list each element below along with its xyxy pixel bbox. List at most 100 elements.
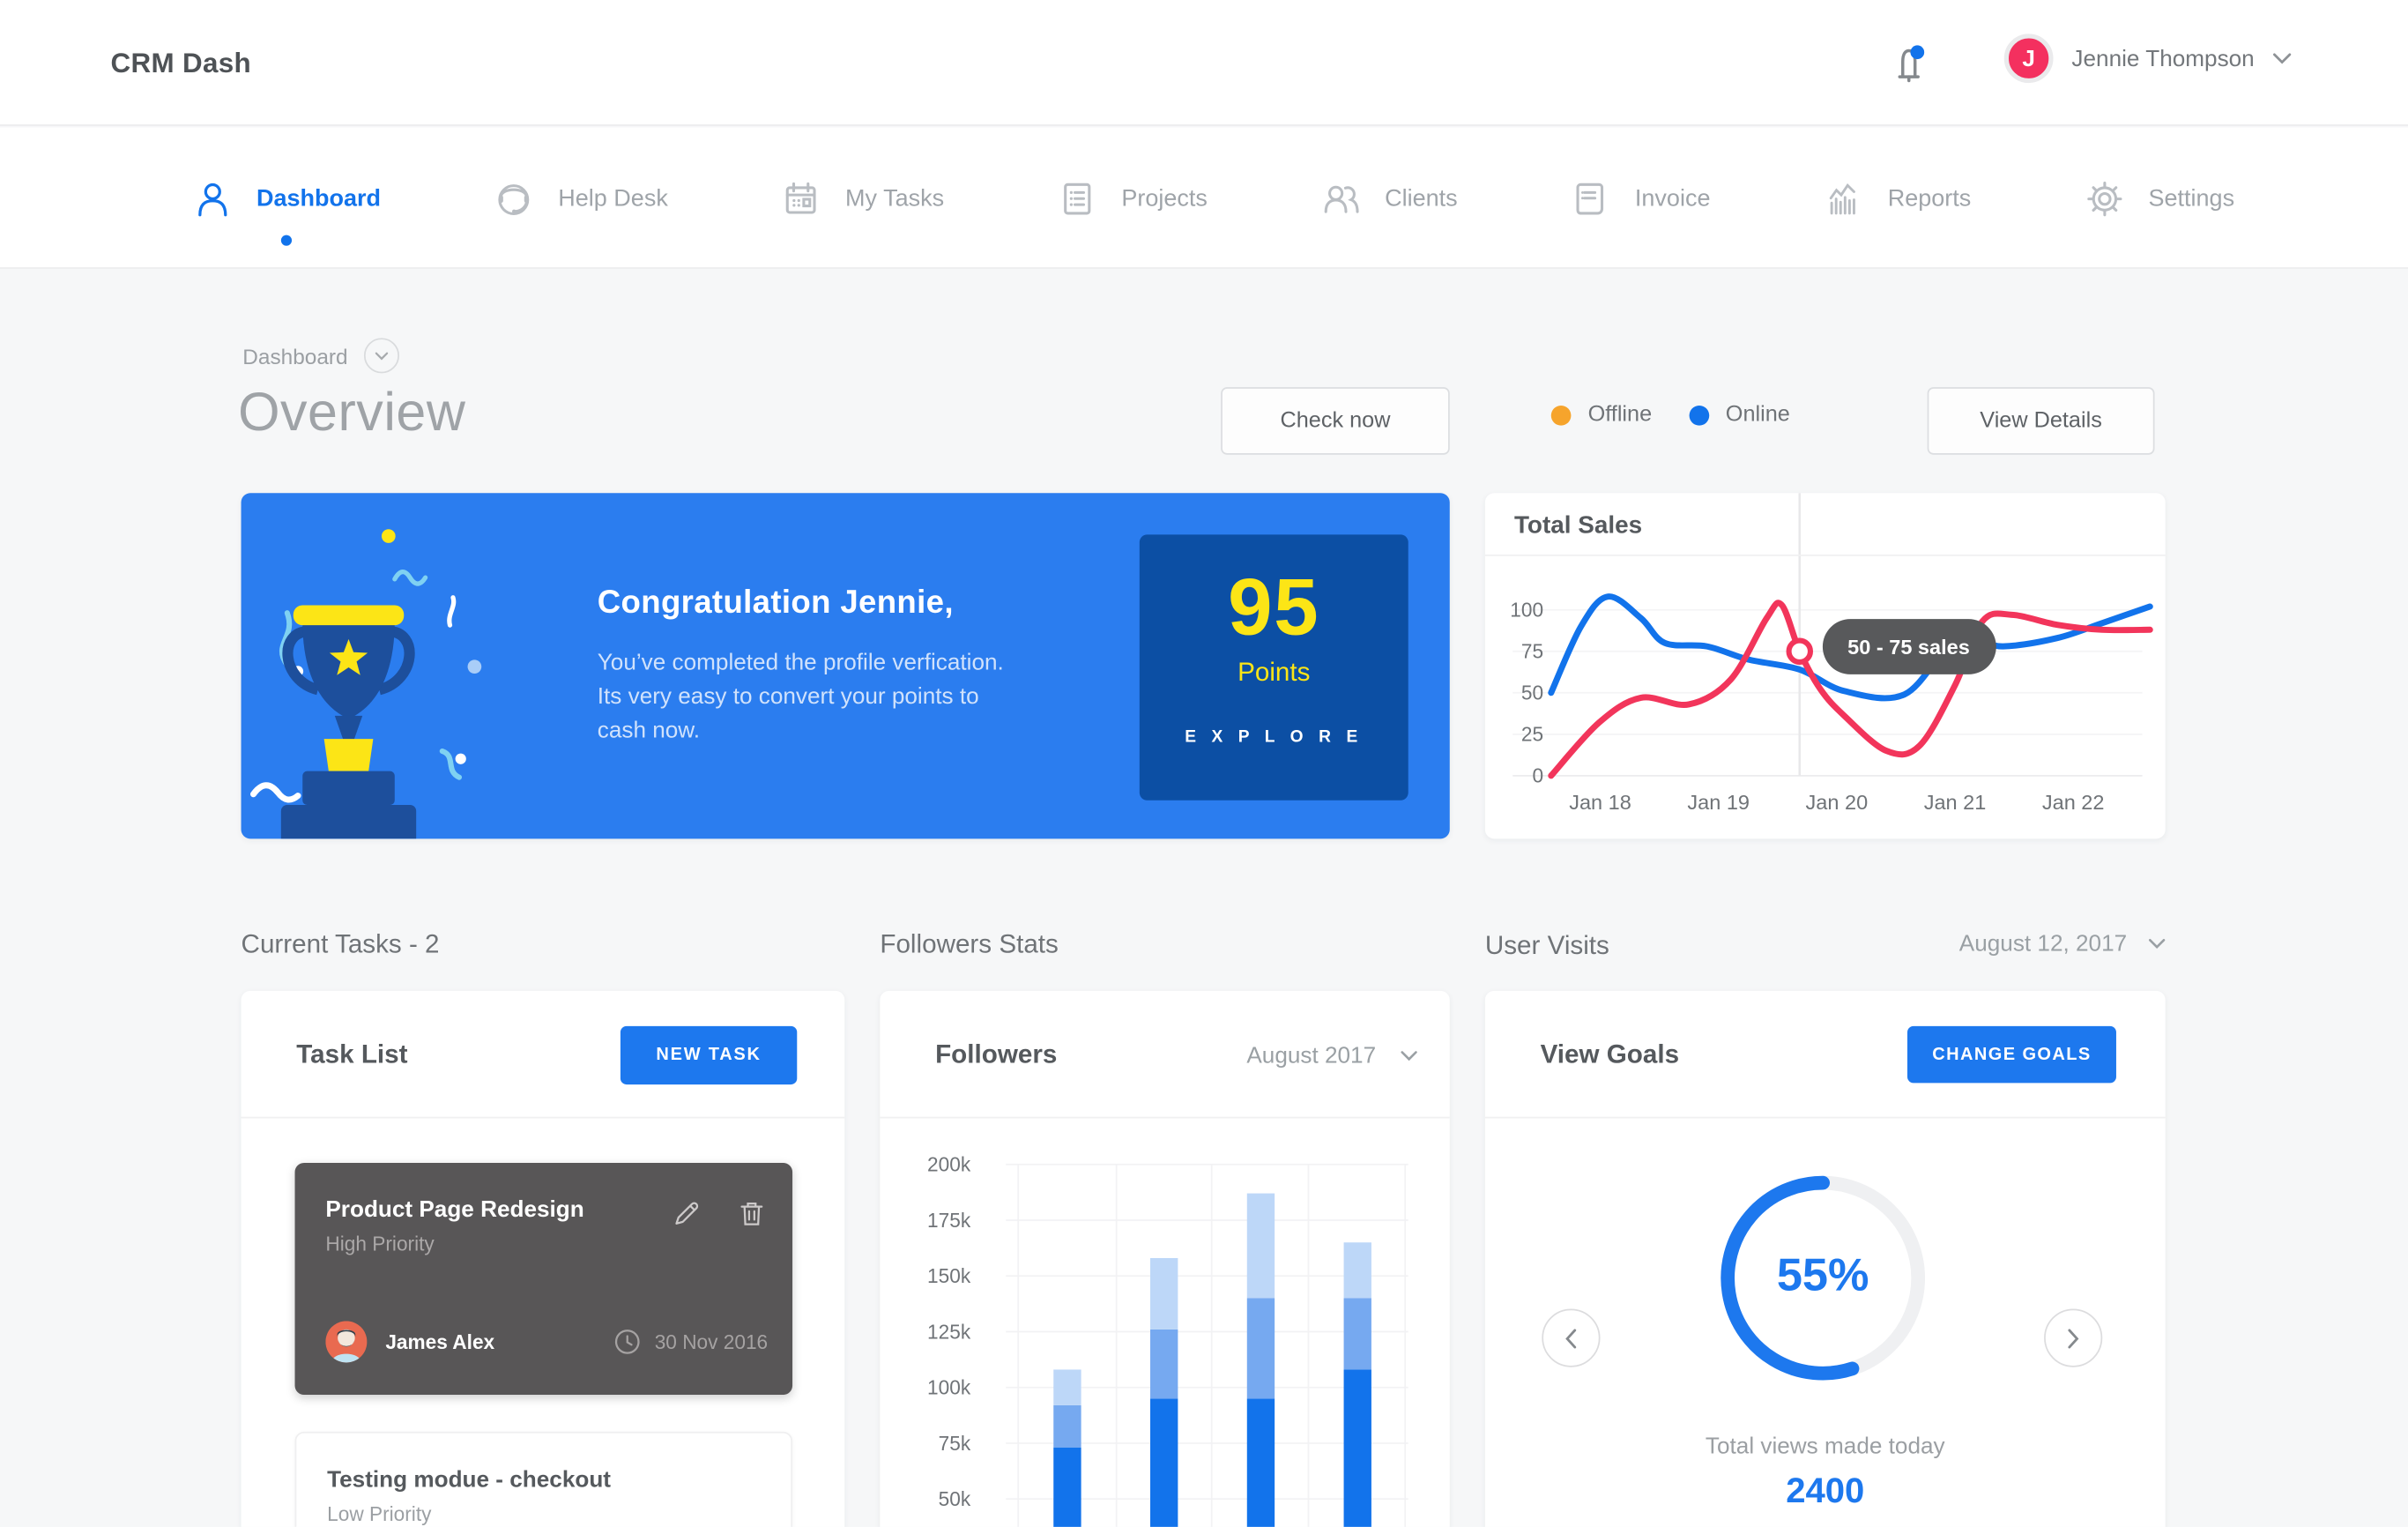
invoice-icon	[1575, 182, 1603, 215]
total-sales-line-chart: 100 75 50 25 0 Jan 18 Jan 19 Jan 20 Jan 21 Jan 22…	[1510, 493, 2153, 814]
bell-icon	[1898, 45, 1925, 83]
nav-item-clients[interactable]: Clients	[1320, 128, 1458, 268]
progress-percent: 55%	[1776, 1250, 1869, 1301]
task-priority: Low Priority	[327, 1502, 432, 1526]
gear-icon	[2087, 182, 2122, 217]
views-total: 2400	[1786, 1470, 1865, 1510]
points-value: 95	[1228, 563, 1320, 653]
user-visits-title: User Visits	[1484, 930, 1609, 960]
delete-task-button[interactable]	[739, 1200, 765, 1227]
svg-text:100: 100	[1510, 599, 1543, 622]
user-visits-date-dropdown[interactable]: August 12, 2017	[1812, 931, 2166, 957]
task-title: Testing modue - checkout	[327, 1466, 612, 1493]
notification-dot	[1910, 45, 1925, 60]
svg-text:Jan 18: Jan 18	[1569, 791, 1631, 814]
date-value: August 12, 2017	[1958, 930, 2128, 957]
notifications-button[interactable]	[1886, 41, 1932, 87]
task-list-header: Task List NEW TASK	[241, 991, 845, 1119]
nav-item-settings[interactable]: Settings	[2084, 128, 2234, 268]
nav-item-dashboard[interactable]: Dashboard	[192, 128, 381, 268]
svg-text:100k: 100k	[927, 1376, 971, 1399]
online-dot	[1688, 405, 1709, 425]
task-item-light[interactable]: Testing modue - checkout Low Priority	[294, 1431, 793, 1527]
current-tasks-title: Current Tasks - 2	[241, 929, 440, 959]
page-title: Overview	[238, 382, 466, 443]
task-list-card: Task List NEW TASK Product Page Redesign…	[241, 990, 845, 1527]
svg-text:25: 25	[1521, 723, 1543, 746]
task-due-date: 30 Nov 2016	[654, 1330, 769, 1354]
next-goal-button[interactable]	[2044, 1308, 2103, 1367]
congrats-body: You’ve completed the profile verfication…	[597, 650, 1004, 744]
points-label: Points	[1237, 657, 1311, 687]
calendar-icon	[786, 182, 817, 214]
active-indicator-dot	[281, 235, 293, 246]
svg-text:0: 0	[1532, 764, 1543, 787]
svg-text:Jan 19: Jan 19	[1687, 791, 1750, 814]
edit-task-button[interactable]	[673, 1200, 700, 1227]
svg-text:50: 50	[1521, 682, 1543, 704]
svg-text:50 - 75 sales: 50 - 75 sales	[1847, 636, 1970, 659]
views-caption: Total views made today	[1705, 1433, 1945, 1460]
nav-label: Projects	[1121, 184, 1208, 212]
task-title: Product Page Redesign	[325, 1196, 584, 1223]
user-name: Jennie Thompson	[2071, 45, 2255, 72]
nav-label: Invoice	[1634, 184, 1711, 212]
nav-label: Settings	[2148, 184, 2235, 212]
offline-dot	[1550, 405, 1572, 425]
view-goals-header: View Goals CHANGE GOALS	[1484, 991, 2166, 1119]
trophy-illustration	[250, 529, 482, 839]
chevron-down-icon	[2148, 939, 2166, 950]
check-now-button[interactable]: Check now	[1221, 387, 1450, 455]
task-item-dark[interactable]: Product Page Redesign High Priority	[294, 1162, 793, 1396]
chevron-down-icon	[1401, 1051, 1417, 1061]
svg-text:Jan 20: Jan 20	[1806, 791, 1869, 814]
nav-item-my-tasks[interactable]: My Tasks	[781, 128, 944, 268]
svg-text:75k: 75k	[939, 1432, 971, 1455]
view-goals-title: View Goals	[1540, 1039, 1680, 1069]
view-details-button[interactable]: View Details	[1927, 387, 2155, 455]
nav-item-projects[interactable]: Projects	[1057, 128, 1208, 268]
task-list-title: Task List	[296, 1039, 408, 1069]
nav-item-reports[interactable]: Reports	[1824, 128, 1972, 268]
chevron-left-icon	[1565, 1328, 1577, 1348]
nav-label: Reports	[1887, 184, 1972, 212]
headset-icon	[499, 184, 531, 215]
breadcrumb-label: Dashboard	[242, 343, 348, 369]
explore-button[interactable]: E X P L O R E	[1185, 727, 1364, 747]
document-list-icon	[1064, 182, 1091, 215]
user-menu[interactable]: J Jennie Thompson	[2003, 34, 2292, 84]
total-sales-card: 100 75 50 25 0 Jan 18 Jan 19 Jan 20 Jan 21 Jan 22…	[1484, 493, 2166, 839]
trash-icon	[740, 1202, 763, 1225]
new-task-button[interactable]: NEW TASK	[620, 1025, 798, 1085]
points-panel: 95 Points E X P L O R E	[1139, 534, 1408, 801]
period-value: August 2017	[1246, 1043, 1377, 1069]
clock-icon	[615, 1330, 641, 1354]
breadcrumb: Dashboard	[242, 338, 399, 374]
nav-item-help-desk[interactable]: Help Desk	[494, 128, 668, 268]
svg-text:Jan 22: Jan 22	[2042, 791, 2105, 814]
nav-item-invoice[interactable]: Invoice	[1571, 128, 1711, 268]
app-title: CRM Dash	[110, 48, 252, 78]
people-icon	[1324, 185, 1359, 213]
bar-chart-icon	[1830, 182, 1856, 215]
svg-text:175k: 175k	[927, 1209, 971, 1232]
nav-label: Clients	[1385, 184, 1458, 212]
svg-text:200k: 200k	[927, 1153, 971, 1176]
assignee-avatar	[325, 1321, 368, 1363]
nav-label: My Tasks	[845, 184, 945, 212]
svg-text:125k: 125k	[927, 1320, 971, 1343]
svg-text:150k: 150k	[927, 1264, 971, 1287]
followers-period-dropdown[interactable]: August 2017	[1187, 1043, 1417, 1069]
change-goals-button[interactable]: CHANGE GOALS	[1906, 1025, 2116, 1084]
main-nav: Dashboard Help Desk	[0, 127, 2408, 269]
legend-online: Online	[1688, 402, 1790, 427]
total-sales-title: Total Sales	[1513, 512, 1643, 540]
followers-header: Followers August 2017	[880, 991, 1450, 1119]
breadcrumb-expand-button[interactable]	[363, 338, 399, 374]
congratulations-card: Congratulation Jennie, You’ve completed …	[241, 493, 1450, 839]
task-meta: James Alex 30 Nov 2016	[325, 1321, 769, 1363]
chevron-down-icon	[2272, 53, 2292, 64]
previous-goal-button[interactable]	[1542, 1308, 1601, 1367]
user-icon	[198, 182, 227, 217]
